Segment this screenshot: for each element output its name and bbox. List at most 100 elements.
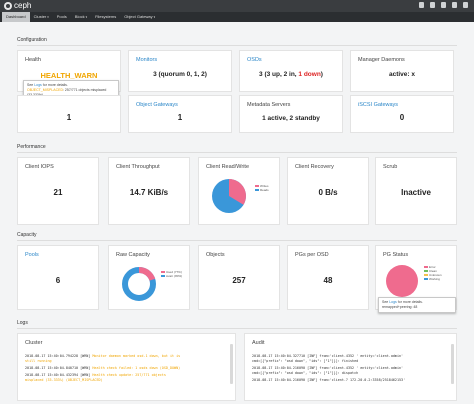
log-timestamp: 2018-08-17 15:40:04.216090 (252, 378, 306, 382)
readwrite-pie[interactable] (209, 176, 249, 216)
help-icon[interactable] (441, 2, 446, 8)
pgs-per-osd-value: 48 (323, 276, 333, 285)
warning-code: OBJECT_MISPLACED (27, 88, 63, 92)
log-message: misplaced (33.333%) (OBJECT_MISPLACED) (25, 378, 103, 382)
legend-swatch (424, 274, 428, 276)
popover-text: for more details. (396, 300, 423, 304)
pgs-per-osd-card: PGs per OSD 48 (287, 245, 369, 310)
section-capacity: Capacity (17, 232, 37, 238)
logs-link[interactable]: Logs (389, 300, 397, 304)
legend-swatch (161, 275, 165, 277)
client-throughput-card: Client Throughput 14.7 KiB/s (108, 157, 190, 225)
log-line: 2018-08-17 15:40:04.432394 [WRN] Health … (25, 373, 166, 377)
log-timestamp: 2018-08-17 15:40:04.327710 (252, 354, 306, 358)
notifications-icon[interactable] (430, 2, 435, 8)
nav-pools[interactable]: Pools (53, 12, 71, 22)
scrub-card: Scrub Inactive (375, 157, 457, 225)
nav-label: Cluster (33, 14, 47, 19)
osds-card[interactable]: OSDs 3 (3 up, 2 in, 1 down) (239, 50, 343, 92)
osds-count: 3 (3 up, 2 in, (259, 71, 299, 78)
card-title[interactable]: Pools (25, 252, 39, 258)
log-message: cmd=[{"prefix": "osd down", "ids": ["1"]… (252, 359, 359, 363)
ceph-logo[interactable]: ceph (4, 2, 31, 10)
card-title[interactable]: Object Gateways (136, 102, 178, 108)
manager-value: active: x (388, 71, 416, 78)
tasks-icon[interactable] (419, 2, 424, 8)
log-line: 2018-08-17 15:40:04.794228 [WRN] Monitor… (25, 354, 180, 358)
health-status[interactable]: HEALTH_WARN (40, 71, 98, 80)
pools-card[interactable]: Pools 6 (17, 245, 99, 310)
client-recovery-value: 0 B/s (318, 188, 338, 197)
iscsi-card[interactable]: iSCSI Gateways 0 (350, 95, 454, 133)
card-title: PG Status (383, 252, 409, 258)
log-scrollbar[interactable] (230, 344, 233, 384)
legend-label: Clean (429, 269, 437, 273)
section-performance: Performance (17, 144, 46, 150)
hosts-value: 1 (66, 113, 72, 122)
nav-dashboard[interactable]: Dashboard (2, 12, 30, 22)
legend-swatch (161, 271, 165, 273)
object-gateways-card[interactable]: Object Gateways 1 (128, 95, 232, 133)
logs-link[interactable]: Logs (34, 83, 42, 87)
popover-text: See (382, 300, 390, 304)
osds-end: ) (320, 71, 323, 78)
log-message: Health check failed: 1 osds down (OSD_DO… (92, 366, 181, 370)
log-message: cmd=[{"prefix": "osd down", "ids": ["1"]… (252, 371, 359, 375)
log-line: 2018-08-17 15:40:04.216090 [INF] from='c… (252, 378, 405, 382)
divider (17, 240, 457, 241)
client-iops-value: 21 (53, 188, 63, 197)
log-level: [WRN] (80, 373, 91, 377)
legend-label: Reads (260, 188, 269, 192)
log-line-cont: cmd=[{"prefix": "osd down", "ids": ["1"]… (252, 371, 358, 375)
pg-status-legend: Error Clean Unknown Working (424, 265, 442, 281)
panel-title: Cluster (25, 340, 43, 346)
card-title[interactable]: OSDs (247, 57, 262, 63)
divider (17, 45, 457, 46)
log-line: 2018-08-17 15:40:04.840710 [WRN] Health … (25, 366, 180, 370)
legend-swatch (255, 189, 259, 191)
card-title: Manager Daemons (358, 57, 405, 63)
log-line-cont: still running (25, 359, 52, 363)
log-message: Monitor daemon marked osd.1 down, but it… (92, 354, 181, 358)
nav-label: Filesystems (95, 14, 117, 19)
card-title[interactable]: iSCSI Gateways (358, 102, 399, 108)
client-throughput-value: 14.7 KiB/s (129, 188, 169, 197)
log-message: from='client.4352 ' entity='client.admin… (319, 354, 404, 358)
nav-object-gateway[interactable]: Object Gateway ▾ (120, 12, 159, 22)
nav-block[interactable]: Block ▾ (71, 12, 91, 22)
user-icon[interactable] (463, 2, 468, 8)
nav-cluster[interactable]: Cluster ▾ (30, 12, 53, 22)
legend-swatch (424, 278, 428, 280)
pie-error-slice (386, 265, 418, 297)
metadata-card: Metadata Servers 1 active, 2 standby (239, 95, 343, 133)
legend-swatch (255, 185, 259, 187)
log-level: [WRN] (80, 354, 91, 358)
client-recovery-card: Client Recovery 0 B/s (287, 157, 369, 225)
legend-label: Avail. (80%) (166, 274, 183, 278)
objects-card: Objects 257 (198, 245, 280, 310)
card-title[interactable]: Monitors (136, 57, 158, 63)
log-timestamp: 2018-08-17 15:40:04.840710 (25, 366, 79, 370)
raw-capacity-legend: Used (77%) Avail. (80%) (161, 270, 182, 278)
raw-capacity-donut[interactable] (119, 264, 159, 304)
main-nav: Dashboard Cluster ▾ Pools Block ▾ Filesyst… (0, 12, 474, 22)
nav-filesystems[interactable]: Filesystems (91, 12, 120, 22)
top-bar: ceph (0, 0, 474, 12)
log-line-cont: misplaced (33.333%) (OBJECT_MISPLACED) (25, 378, 103, 382)
card-title: Client Recovery (295, 164, 334, 170)
chevron-down-icon: ▾ (85, 15, 88, 19)
hosts-card[interactable]: 1 (17, 95, 121, 133)
log-scrollbar[interactable] (451, 344, 454, 384)
settings-icon[interactable] (452, 2, 457, 8)
legend-swatch (424, 266, 428, 268)
pg-status-pie[interactable] (384, 263, 420, 299)
card-title: Metadata Servers (247, 102, 291, 108)
monitors-card[interactable]: Monitors 3 (quorum 0, 1, 2) (128, 50, 232, 92)
popover-text: for more details. (41, 83, 68, 87)
legend-label: Working (429, 277, 440, 281)
nav-label: Dashboard (6, 14, 26, 19)
ceph-logo-icon (4, 2, 12, 10)
card-title: PGs per OSD (295, 252, 329, 258)
log-level: [INF] (307, 366, 318, 370)
audit-log-panel: Audit 2018-08-17 15:40:04.327710 [INF] f… (244, 333, 457, 401)
